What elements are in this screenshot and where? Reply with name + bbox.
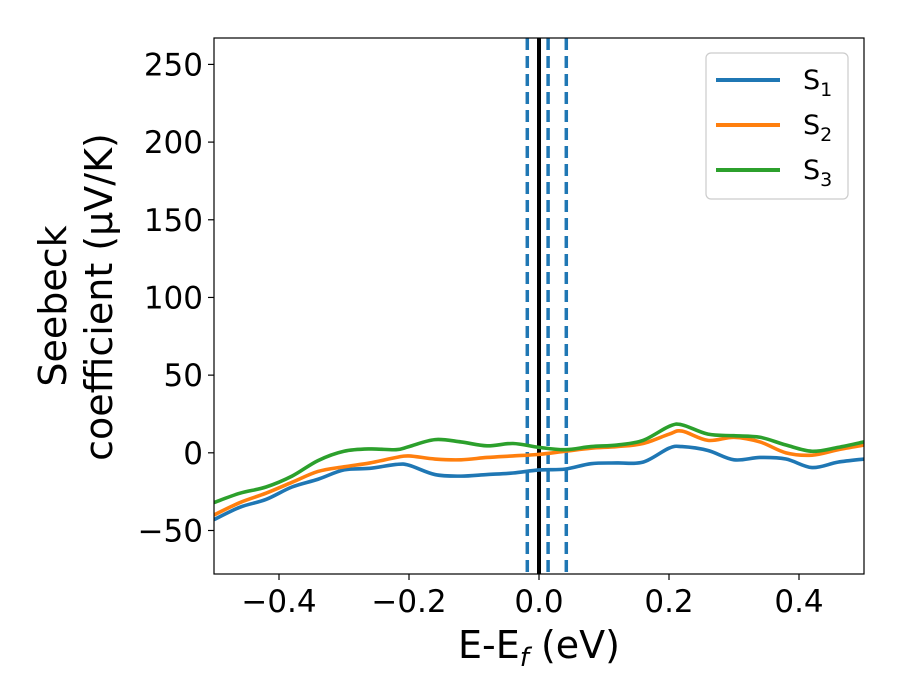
series-line-s2 (214, 429, 864, 517)
x-tick-label: 0.2 (644, 584, 693, 620)
x-axis-title-main: E-E (458, 623, 520, 667)
y-axis-title: Seebeck coefficient (μV/K) (31, 133, 121, 461)
x-axis-title-unit-text: (eV) (541, 623, 620, 667)
y-tick-label: 200 (144, 125, 203, 161)
x-tick-label: −0.2 (371, 584, 446, 620)
series-lines (214, 422, 864, 522)
x-axis: −0.4 −0.2 0.0 0.2 0.4 (241, 574, 824, 620)
x-tick-label: −0.4 (241, 584, 316, 620)
y-tick-label: 100 (144, 280, 203, 316)
y-axis-title-line1: Seebeck (31, 225, 75, 386)
x-tick-label: 0.4 (774, 584, 823, 620)
series-line-s1 (214, 444, 864, 522)
y-axis: −50 0 50 100 150 200 250 (138, 47, 214, 549)
y-tick-label: 50 (164, 358, 203, 394)
x-axis-title: E-Ef (eV) (458, 623, 620, 673)
y-tick-label: 0 (183, 436, 203, 472)
legend-label-s1: S1 (803, 65, 832, 101)
legend-label-s2: S2 (803, 110, 832, 146)
y-tick-label: 250 (144, 47, 203, 83)
series-line-s3 (214, 422, 864, 505)
x-axis-title-unit (529, 623, 541, 667)
legend: S1 S2 S3 (705, 52, 849, 200)
legend-label-s3: S3 (803, 155, 832, 191)
y-axis-title-line2: coefficient (μV/K) (77, 133, 121, 461)
x-tick-label: 0.0 (514, 584, 563, 620)
y-tick-label: −50 (138, 513, 203, 549)
y-tick-label: 150 (144, 203, 203, 239)
vertical-lines (525, 38, 569, 574)
